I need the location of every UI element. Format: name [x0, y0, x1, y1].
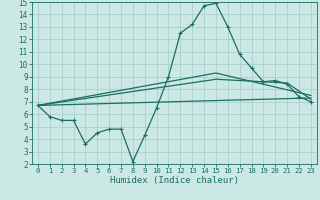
X-axis label: Humidex (Indice chaleur): Humidex (Indice chaleur) [110, 176, 239, 185]
